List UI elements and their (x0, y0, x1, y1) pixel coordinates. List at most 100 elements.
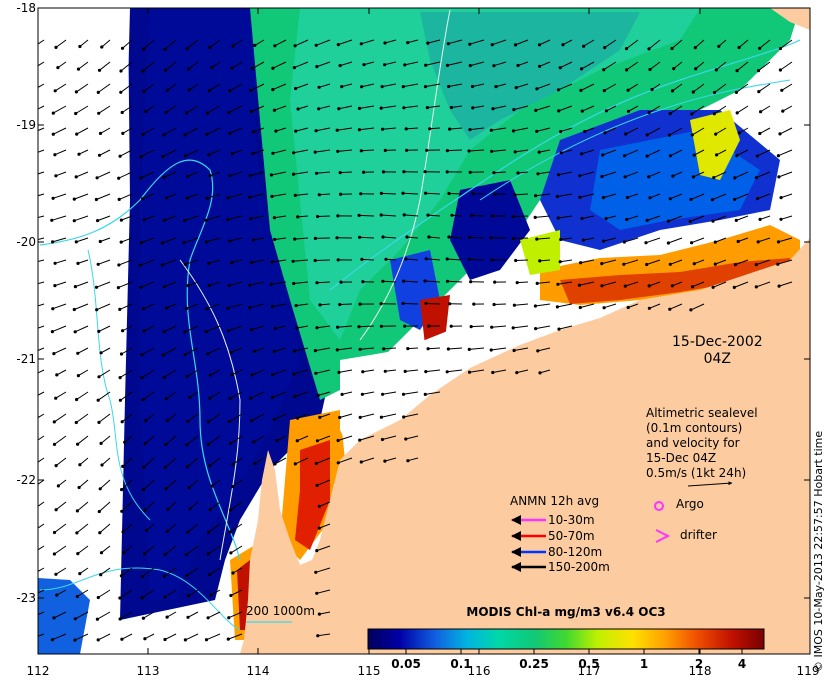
velocity-vector-head (226, 306, 230, 310)
velocity-vector (424, 280, 441, 283)
velocity-vector-head (445, 370, 449, 374)
velocity-vector (121, 413, 133, 423)
velocity-vector-head (73, 638, 77, 642)
velocity-vector-head (406, 459, 410, 463)
velocity-vector-head (75, 531, 79, 535)
velocity-vector (560, 259, 573, 263)
velocity-vector-head (556, 282, 560, 286)
velocity-vector-head (204, 329, 208, 334)
velocity-vector (208, 435, 221, 445)
velocity-vector-head (490, 149, 494, 153)
velocity-vector-head (758, 217, 762, 221)
velocity-vector-head (714, 132, 718, 136)
velocity-vector (165, 61, 177, 71)
velocity-vector (187, 413, 199, 422)
velocity-vector (517, 281, 529, 284)
velocity-vector-head (315, 549, 319, 553)
velocity-vector-head (116, 286, 120, 290)
velocity-vector-head (538, 371, 542, 375)
velocity-vector-head (533, 304, 538, 308)
date-label: 15-Dec-2002 04Z (672, 334, 763, 368)
velocity-vector (651, 83, 661, 90)
velocity-vector-head (142, 552, 147, 556)
velocity-vector (472, 105, 485, 109)
velocity-vector-head (360, 392, 364, 396)
velocity-vector (122, 523, 133, 533)
velocity-vector (274, 215, 287, 219)
velocity-vector (297, 325, 309, 329)
velocity-vector (294, 347, 309, 352)
velocity-vector (626, 61, 639, 71)
velocity-vector (74, 215, 89, 222)
contour-200m (39, 159, 241, 561)
velocity-vector-head (120, 488, 124, 492)
velocity-vector (189, 391, 199, 398)
velocity-vector-head (314, 43, 318, 47)
velocity-vector-head (51, 111, 55, 115)
velocity-vector-head (76, 374, 80, 378)
velocity-vector (407, 347, 419, 350)
velocity-vector (691, 237, 705, 244)
velocity-vector (273, 413, 287, 420)
velocity-vector-head (470, 213, 474, 218)
velocity-vector (451, 105, 463, 108)
velocity-vector-head (96, 262, 100, 266)
velocity-vector-head (76, 552, 80, 556)
velocity-vector-head (715, 153, 719, 157)
velocity-vector-head (490, 214, 494, 218)
velocity-vector (184, 127, 199, 136)
velocity-vector-head (690, 133, 694, 137)
velocity-vector-head (404, 257, 408, 261)
velocity-vector-head (56, 66, 60, 70)
velocity-vector (381, 214, 397, 217)
velocity-vector-head (511, 129, 516, 133)
velocity-vector (695, 61, 705, 70)
velocity-vector-head (293, 44, 297, 48)
velocity-vector (54, 413, 67, 423)
velocity-vector (77, 501, 89, 512)
velocity-vector-head (362, 63, 366, 67)
velocity-vectors (30, 39, 793, 642)
velocity-vector (38, 127, 45, 132)
velocity-vector-head (359, 192, 363, 196)
lat-tick: -19 (16, 118, 36, 132)
velocity-vector (232, 567, 243, 574)
velocity-vector-head (693, 46, 697, 50)
velocity-vector (227, 215, 243, 221)
velocity-vector (601, 281, 617, 287)
velocity-vector-head (424, 63, 428, 67)
velocity-vector-head (165, 529, 169, 534)
velocity-vector (163, 325, 177, 333)
velocity-vector (228, 633, 243, 640)
velocity-vector (297, 105, 309, 110)
velocity-vector (516, 83, 529, 89)
velocity-vector (210, 589, 221, 596)
velocity-vector (122, 325, 133, 332)
velocity-vector (57, 61, 67, 69)
velocity-vector-head (755, 154, 759, 158)
velocity-vector-head (336, 438, 340, 443)
velocity-vector (513, 325, 529, 329)
velocity-vector-head (690, 241, 694, 245)
lon-tick: 113 (136, 664, 160, 678)
velocity-vector-head (338, 171, 342, 175)
velocity-vector-head (380, 85, 384, 89)
velocity-vector (142, 391, 155, 401)
velocity-vector-head (140, 376, 144, 380)
velocity-vector-head (538, 64, 542, 68)
velocity-vector (385, 258, 397, 261)
velocity-vector-head (30, 306, 33, 309)
velocity-vector-head (228, 131, 232, 135)
lon-tick: 117 (577, 664, 601, 678)
velocity-vector (208, 259, 221, 264)
velocity-vector-head (561, 43, 565, 47)
velocity-vector-head (119, 240, 123, 244)
velocity-vector-head (230, 152, 234, 156)
velocity-vector (188, 479, 199, 488)
velocity-vector-head (165, 88, 169, 92)
velocity-vector (184, 325, 199, 333)
velocity-vector (406, 127, 419, 130)
velocity-vector-head (493, 192, 497, 196)
velocity-vector-head (556, 216, 560, 220)
velocity-vector-head (207, 153, 211, 157)
